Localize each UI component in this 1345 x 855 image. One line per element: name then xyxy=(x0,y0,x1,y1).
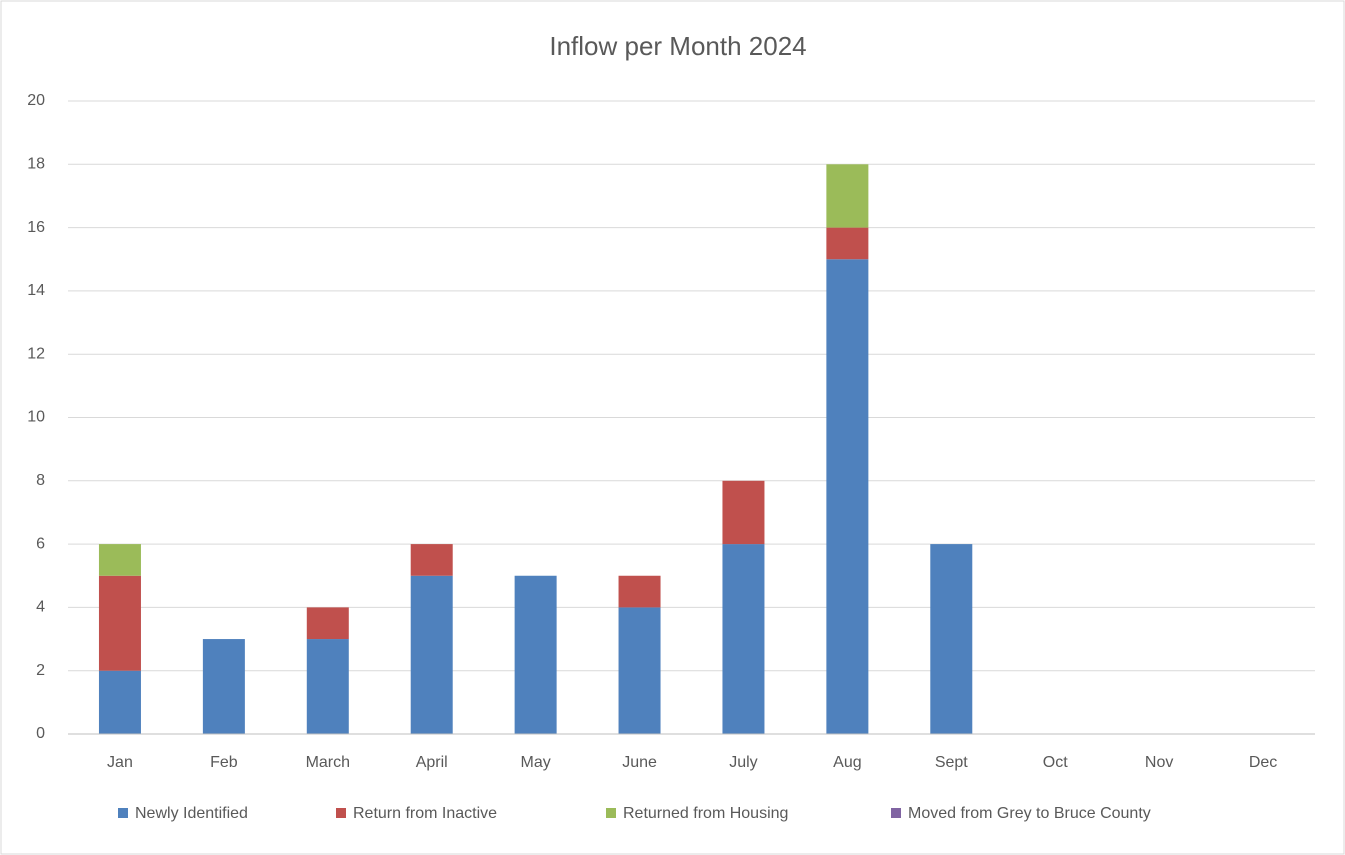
bar-segment xyxy=(410,575,453,734)
y-tick-label: 4 xyxy=(36,599,45,616)
bar-segment xyxy=(306,607,349,640)
y-tick-label: 14 xyxy=(27,282,45,299)
bar-segment xyxy=(306,639,349,734)
y-tick-label: 6 xyxy=(36,535,45,552)
bar-segment xyxy=(826,259,869,734)
y-tick-label: 0 xyxy=(36,725,45,742)
chart-title: Inflow per Month 2024 xyxy=(549,31,806,61)
bar-segment xyxy=(514,575,557,734)
y-tick-label: 18 xyxy=(27,156,45,173)
bar-segment xyxy=(618,575,661,608)
x-tick-label: June xyxy=(622,754,657,771)
x-tick-label: Sept xyxy=(935,754,968,771)
x-tick-label: July xyxy=(729,754,757,771)
bar-segment xyxy=(202,639,245,734)
x-tick-label: Jan xyxy=(107,754,133,771)
legend-label: Moved from Grey to Bruce County xyxy=(908,805,1151,822)
legend-label: Returned from Housing xyxy=(623,805,788,822)
legend-swatch xyxy=(118,808,128,818)
x-tick-label: Nov xyxy=(1145,754,1173,771)
y-tick-label: 10 xyxy=(27,409,45,426)
y-tick-label: 12 xyxy=(27,345,45,362)
bar-segment xyxy=(618,607,661,734)
y-tick-label: 20 xyxy=(27,92,45,109)
bar-segment xyxy=(98,544,141,576)
bar-segment xyxy=(410,544,453,576)
legend-label: Return from Inactive xyxy=(353,805,497,822)
legend-swatch xyxy=(891,808,901,818)
y-tick-label: 16 xyxy=(27,219,45,236)
bar-segment xyxy=(98,575,141,671)
bar-segment xyxy=(826,164,869,228)
x-tick-label: Dec xyxy=(1249,754,1277,771)
legend-swatch xyxy=(606,808,616,818)
legend-label: Newly Identified xyxy=(135,805,248,822)
bar-segment xyxy=(826,227,869,260)
y-tick-label: 2 xyxy=(36,662,45,679)
y-tick-label: 8 xyxy=(36,472,45,489)
x-tick-label: April xyxy=(416,754,448,771)
bar-segment xyxy=(722,544,765,734)
x-tick-label: March xyxy=(306,754,350,771)
x-tick-label: Aug xyxy=(833,754,861,771)
bar-segment xyxy=(722,480,765,545)
x-tick-label: Feb xyxy=(210,754,238,771)
x-tick-label: Oct xyxy=(1043,754,1068,771)
x-tick-label: May xyxy=(521,754,551,771)
legend-swatch xyxy=(336,808,346,818)
bar-segment xyxy=(98,670,141,734)
bar-segment xyxy=(930,544,973,734)
